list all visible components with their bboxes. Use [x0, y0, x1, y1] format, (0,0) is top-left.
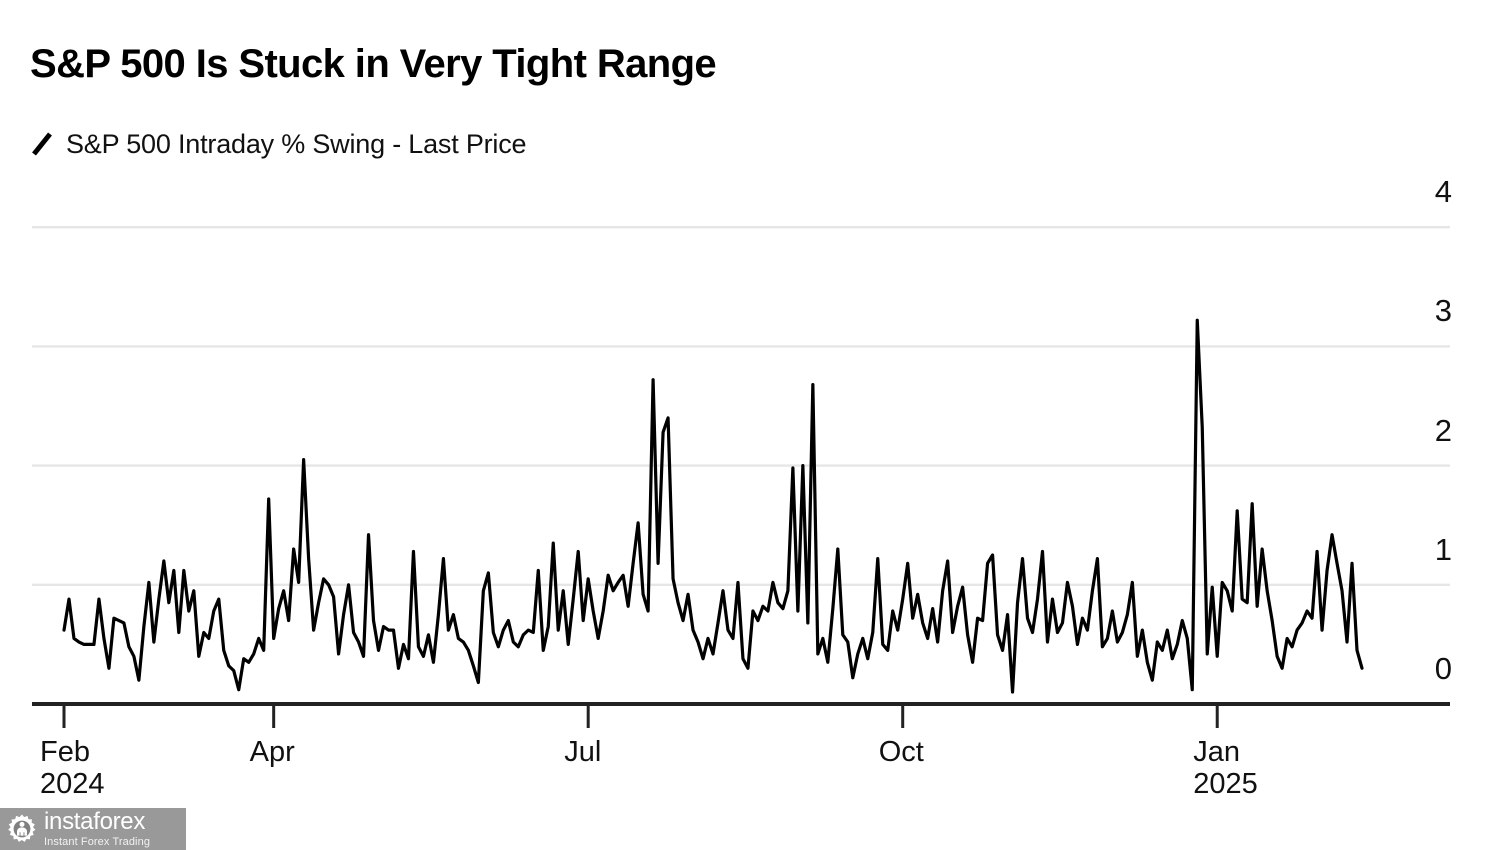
x-tick-label-month: Feb: [40, 736, 90, 768]
y-tick-label: 1: [1434, 531, 1452, 567]
x-tick-label: Oct: [879, 736, 924, 768]
y-tick-label: 2: [1434, 412, 1452, 448]
x-tick-label: Feb 2024: [40, 736, 105, 801]
x-tick-label-month: Jul: [564, 736, 602, 768]
data-series-line: [62, 318, 1364, 694]
x-tick-label-month: Apr: [249, 736, 295, 768]
x-tick-label-year: 2024: [40, 768, 105, 801]
y-tick-label: 0: [1434, 651, 1452, 686]
chart-legend: S&P 500 Intraday % Swing - Last Price: [30, 127, 527, 161]
x-tick-label-year: 2025: [1193, 768, 1258, 801]
x-tick-label: Jul: [564, 736, 601, 768]
watermark-tagline: Instant Forex Trading: [44, 835, 151, 848]
instaforex-gear-logo-icon: [6, 813, 38, 845]
legend-label: S&P 500 Intraday % Swing - Last Price: [66, 128, 527, 159]
x-axis-ticks: [62, 706, 1219, 728]
instaforex-watermark: instaforex Instant Forex Trading: [0, 808, 186, 850]
y-tick-label: 4: [1434, 174, 1452, 210]
y-tick-label: 3: [1434, 293, 1452, 329]
gridlines: [32, 225, 1450, 586]
watermark-brand: instaforex: [44, 807, 146, 835]
x-tick-label-month: Oct: [878, 736, 924, 768]
x-tick-label-month: Jan: [1193, 736, 1240, 768]
chart-title: S&P 500 Is Stuck in Very Tight Range: [30, 42, 717, 86]
slash-line-icon: [30, 131, 56, 157]
x-tick-label: Apr: [250, 736, 295, 768]
x-tick-label: Jan 2025: [1193, 736, 1258, 801]
